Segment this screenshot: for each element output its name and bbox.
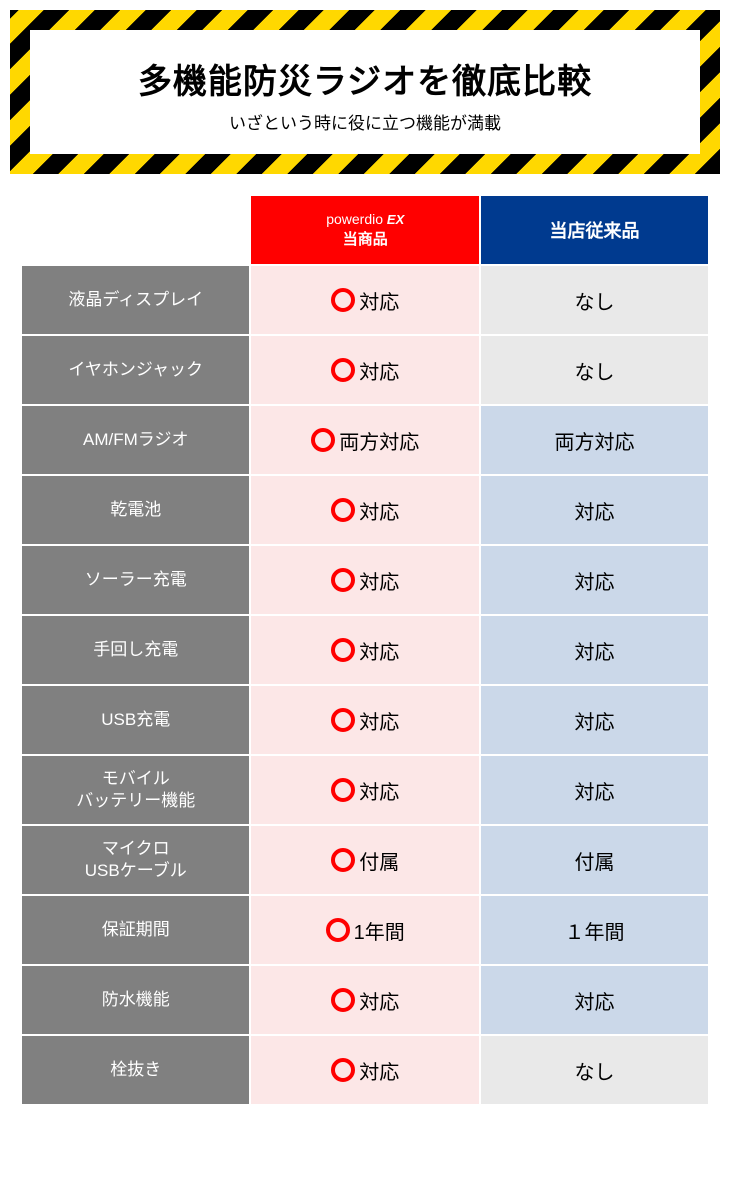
table-header-row: powerdio EX 当商品 当店従来品 (22, 196, 708, 264)
table-row: USB充電 対応 対応 (22, 686, 708, 754)
product-value: 両方対応 (339, 432, 419, 454)
product-cell: 対応 (251, 1036, 479, 1104)
brand-suffix: EX (387, 212, 404, 227)
feature-cell: 乾電池 (22, 476, 249, 544)
circle-icon (331, 568, 355, 592)
table-row: ソーラー充電 対応 対応 (22, 546, 708, 614)
banner-subtitle: いざという時に役に立つ機能が満載 (70, 109, 660, 134)
product-cell: 対応 (251, 546, 479, 614)
other-cell: 対応 (481, 546, 708, 614)
other-cell: なし (481, 336, 708, 404)
hazard-banner: 多機能防災ラジオを徹底比較 いざという時に役に立つ機能が満載 (10, 10, 720, 174)
feature-cell: イヤホンジャック (22, 336, 249, 404)
product-cell: 対応 (251, 686, 479, 754)
feature-cell: マイクロUSBケーブル (22, 826, 249, 894)
table-body: 液晶ディスプレイ対応なしイヤホンジャック対応なしAM/FMラジオ両方対応両方対応… (22, 266, 708, 1104)
table-row: AM/FMラジオ 両方対応 両方対応 (22, 406, 708, 474)
feature-cell: 液晶ディスプレイ (22, 266, 249, 334)
other-cell: １年間 (481, 896, 708, 964)
other-cell: 対応 (481, 756, 708, 824)
feature-cell: USB充電 (22, 686, 249, 754)
product-value: 対応 (359, 292, 399, 314)
product-value: 対応 (359, 712, 399, 734)
table-row: モバイルバッテリー機能 対応 対応 (22, 756, 708, 824)
feature-cell: 防水機能 (22, 966, 249, 1034)
circle-icon (331, 1058, 355, 1082)
feature-cell: AM/FMラジオ (22, 406, 249, 474)
table-row: 栓抜き 対応 なし (22, 1036, 708, 1104)
table-row: 手回し充電 対応 対応 (22, 616, 708, 684)
product-cell: 対応 (251, 476, 479, 544)
table-row: 乾電池 対応 対応 (22, 476, 708, 544)
header-empty (22, 196, 249, 264)
other-cell: 対応 (481, 686, 708, 754)
circle-icon (331, 638, 355, 662)
product-cell: 対応 (251, 616, 479, 684)
table-row: 液晶ディスプレイ 対応 なし (22, 266, 708, 334)
product-value: 対応 (359, 362, 399, 384)
brand-name: powerdio (326, 211, 383, 227)
product-value: 対応 (359, 642, 399, 664)
product-value: 対応 (359, 782, 399, 804)
feature-cell: モバイルバッテリー機能 (22, 756, 249, 824)
product-cell: 1年間 (251, 896, 479, 964)
circle-icon (331, 288, 355, 312)
circle-icon (331, 498, 355, 522)
circle-icon (331, 778, 355, 802)
other-cell: なし (481, 266, 708, 334)
product-value: 対応 (359, 572, 399, 594)
feature-cell: 保証期間 (22, 896, 249, 964)
feature-cell: ソーラー充電 (22, 546, 249, 614)
circle-icon (331, 358, 355, 382)
product-cell: 対応 (251, 756, 479, 824)
product-cell: 両方対応 (251, 406, 479, 474)
product-value: 対応 (359, 1062, 399, 1084)
other-cell: 対応 (481, 476, 708, 544)
circle-icon (331, 848, 355, 872)
product-value: 1年間 (354, 922, 405, 944)
product-cell: 付属 (251, 826, 479, 894)
other-cell: 付属 (481, 826, 708, 894)
other-cell: 対応 (481, 966, 708, 1034)
product-value: 対応 (359, 992, 399, 1014)
header-product: powerdio EX 当商品 (251, 196, 479, 264)
other-cell: なし (481, 1036, 708, 1104)
banner-title: 多機能防災ラジオを徹底比較 (70, 54, 660, 103)
circle-icon (331, 988, 355, 1012)
other-cell: 両方対応 (481, 406, 708, 474)
feature-cell: 手回し充電 (22, 616, 249, 684)
table-row: 保証期間 1年間 １年間 (22, 896, 708, 964)
circle-icon (311, 428, 335, 452)
product-value: 対応 (359, 502, 399, 524)
product-cell: 対応 (251, 336, 479, 404)
product-header-label: 当商品 (343, 231, 388, 248)
product-cell: 対応 (251, 966, 479, 1034)
product-cell: 対応 (251, 266, 479, 334)
table-row: マイクロUSBケーブル 付属 付属 (22, 826, 708, 894)
feature-cell: 栓抜き (22, 1036, 249, 1104)
comparison-table: powerdio EX 当商品 当店従来品 液晶ディスプレイ対応なしイヤホンジャ… (20, 194, 710, 1106)
other-cell: 対応 (481, 616, 708, 684)
header-other: 当店従来品 (481, 196, 708, 264)
table-row: 防水機能 対応 対応 (22, 966, 708, 1034)
product-value: 付属 (359, 852, 399, 874)
circle-icon (331, 708, 355, 732)
circle-icon (326, 918, 350, 942)
table-row: イヤホンジャック 対応 なし (22, 336, 708, 404)
